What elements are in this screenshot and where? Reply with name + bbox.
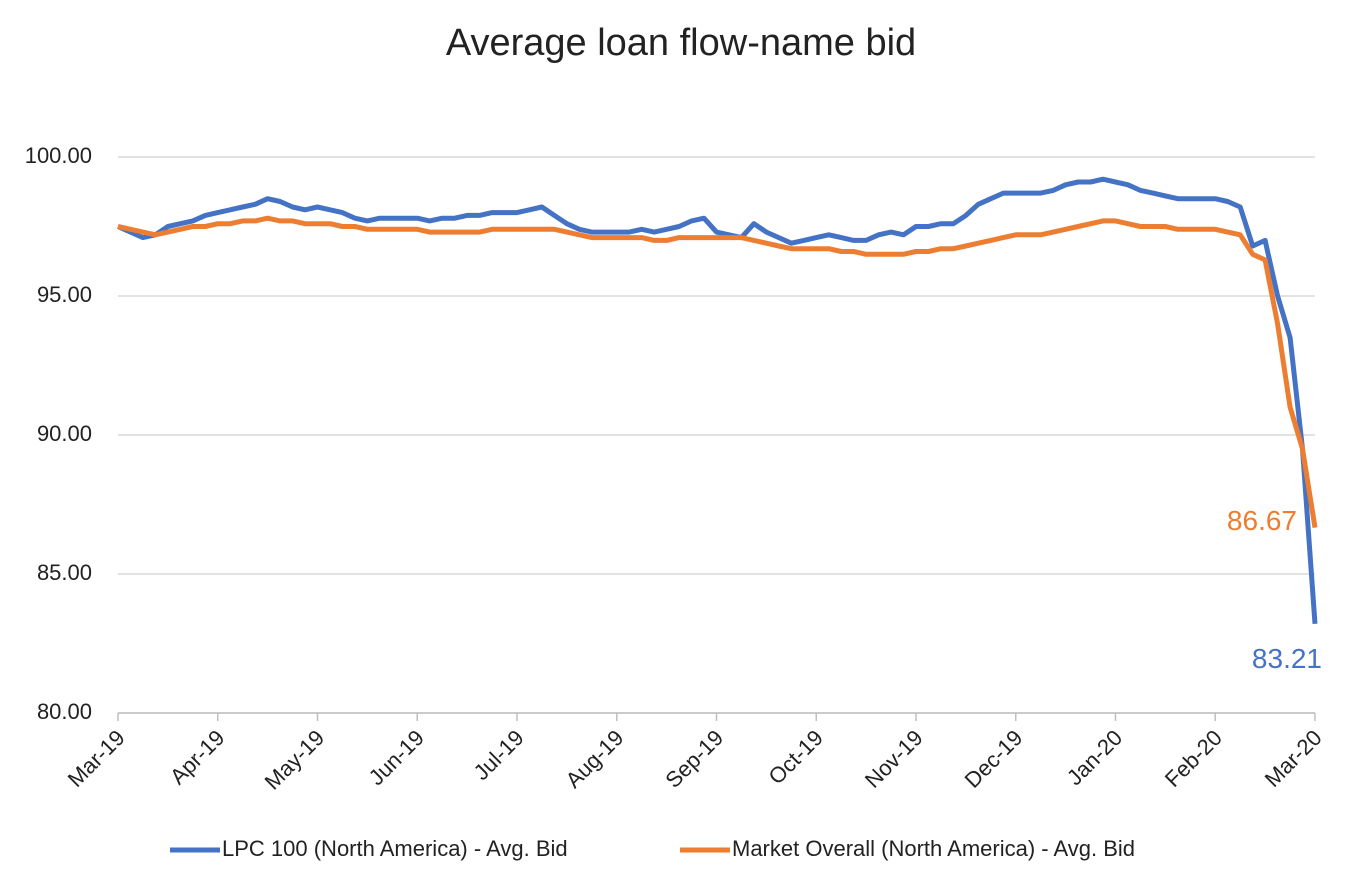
x-tick-label: Sep-19 (660, 725, 728, 793)
data-label: 83.21 (1252, 643, 1322, 674)
y-tick-label: 95.00 (37, 282, 92, 307)
series-line (116, 176, 1318, 624)
x-tick-label: Jan-20 (1062, 725, 1127, 790)
legend-label: Market Overall (North America) - Avg. Bi… (732, 836, 1135, 861)
y-tick-label: 90.00 (37, 421, 92, 446)
x-tick-label: Jul-19 (469, 725, 529, 785)
legend-label: LPC 100 (North America) - Avg. Bid (222, 836, 568, 861)
x-tick-label: Nov-19 (860, 725, 928, 793)
y-tick-label: 85.00 (37, 560, 92, 585)
x-tick-label: Dec-19 (960, 725, 1028, 793)
x-tick-label: Aug-19 (561, 725, 629, 793)
series-line (117, 215, 1318, 528)
x-tick-label: Feb-20 (1160, 725, 1227, 792)
y-tick-label: 100.00 (25, 143, 92, 168)
data-label: 86.67 (1227, 505, 1297, 536)
x-tick-label: Mar-20 (1260, 725, 1327, 792)
x-tick-label: Oct-19 (764, 725, 828, 789)
chart-title: Average loan flow-name bid (446, 22, 916, 64)
x-tick-label: Jun-19 (364, 725, 429, 790)
y-tick-label: 80.00 (37, 699, 92, 724)
x-tick-label: Apr-19 (165, 725, 229, 789)
x-tick-label: May-19 (260, 725, 330, 795)
x-tick-label: Mar-19 (63, 725, 130, 792)
